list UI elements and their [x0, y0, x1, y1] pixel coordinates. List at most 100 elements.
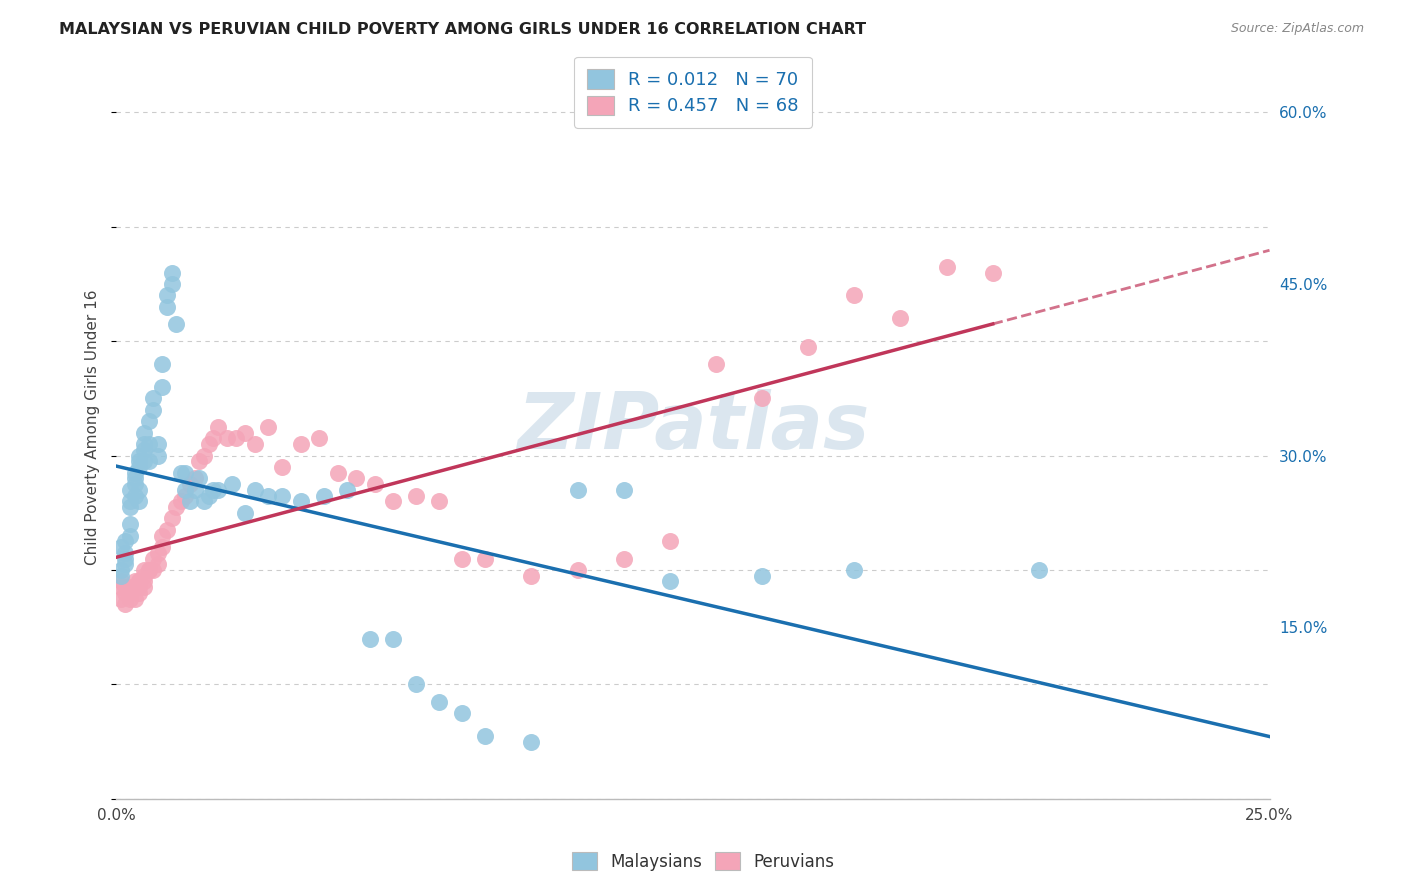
Text: ZIPatlas: ZIPatlas	[517, 389, 869, 465]
Point	[110, 568, 132, 582]
Point	[138, 414, 160, 428]
Point	[142, 563, 165, 577]
Point	[235, 425, 257, 440]
Point	[197, 489, 219, 503]
Point	[120, 591, 142, 606]
Point	[114, 558, 136, 572]
Point	[1028, 563, 1050, 577]
Point	[405, 489, 427, 503]
Point	[844, 288, 866, 302]
Point	[174, 489, 197, 503]
Point	[156, 300, 179, 314]
Point	[344, 471, 367, 485]
Point	[405, 677, 427, 691]
Point	[128, 483, 150, 497]
Point	[128, 574, 150, 589]
Point	[170, 466, 193, 480]
Point	[138, 563, 160, 577]
Text: MALAYSIAN VS PERUVIAN CHILD POVERTY AMONG GIRLS UNDER 16 CORRELATION CHART: MALAYSIAN VS PERUVIAN CHILD POVERTY AMON…	[59, 22, 866, 37]
Point	[174, 466, 197, 480]
Point	[152, 528, 174, 542]
Point	[132, 568, 155, 582]
Point	[751, 392, 773, 406]
Point	[520, 734, 543, 748]
Legend: R = 0.012   N = 70, R = 0.457   N = 68: R = 0.012 N = 70, R = 0.457 N = 68	[574, 57, 811, 128]
Point	[221, 477, 243, 491]
Point	[124, 580, 146, 594]
Point	[114, 597, 136, 611]
Point	[225, 431, 247, 445]
Point	[156, 288, 179, 302]
Point	[207, 483, 229, 497]
Point	[751, 568, 773, 582]
Point	[110, 563, 132, 577]
Point	[132, 442, 155, 457]
Point	[120, 483, 142, 497]
Point	[124, 580, 146, 594]
Point	[290, 494, 312, 508]
Point	[188, 471, 211, 485]
Point	[889, 311, 911, 326]
Point	[160, 511, 183, 525]
Point	[235, 506, 257, 520]
Point	[797, 340, 820, 354]
Point	[132, 580, 155, 594]
Point	[124, 489, 146, 503]
Point	[160, 277, 183, 291]
Point	[114, 551, 136, 566]
Point	[183, 471, 205, 485]
Point	[146, 558, 169, 572]
Point	[312, 489, 335, 503]
Point	[165, 500, 187, 514]
Text: Source: ZipAtlas.com: Source: ZipAtlas.com	[1230, 22, 1364, 36]
Point	[132, 574, 155, 589]
Point	[243, 437, 266, 451]
Point	[152, 357, 174, 371]
Point	[114, 534, 136, 549]
Point	[120, 580, 142, 594]
Point	[146, 449, 169, 463]
Y-axis label: Child Poverty Among Girls Under 16: Child Poverty Among Girls Under 16	[86, 289, 100, 565]
Point	[215, 431, 238, 445]
Point	[308, 431, 330, 445]
Point	[124, 591, 146, 606]
Point	[124, 574, 146, 589]
Point	[120, 517, 142, 532]
Point	[363, 477, 385, 491]
Point	[120, 528, 142, 542]
Point	[110, 574, 132, 589]
Point	[271, 489, 294, 503]
Point	[207, 420, 229, 434]
Point	[132, 437, 155, 451]
Point	[128, 494, 150, 508]
Point	[142, 392, 165, 406]
Point	[179, 477, 201, 491]
Point	[359, 632, 381, 646]
Point	[132, 454, 155, 468]
Point	[382, 632, 405, 646]
Point	[132, 563, 155, 577]
Point	[451, 706, 474, 720]
Point	[658, 574, 681, 589]
Point	[183, 483, 205, 497]
Point	[128, 460, 150, 475]
Point	[110, 540, 132, 554]
Point	[165, 317, 187, 331]
Point	[110, 591, 132, 606]
Point	[152, 540, 174, 554]
Point	[257, 489, 280, 503]
Point	[152, 380, 174, 394]
Point	[128, 574, 150, 589]
Point	[658, 534, 681, 549]
Point	[179, 494, 201, 508]
Point	[290, 437, 312, 451]
Point	[142, 551, 165, 566]
Point	[138, 454, 160, 468]
Point	[257, 420, 280, 434]
Point	[271, 460, 294, 475]
Point	[844, 563, 866, 577]
Point	[382, 494, 405, 508]
Point	[120, 500, 142, 514]
Point	[128, 580, 150, 594]
Point	[146, 437, 169, 451]
